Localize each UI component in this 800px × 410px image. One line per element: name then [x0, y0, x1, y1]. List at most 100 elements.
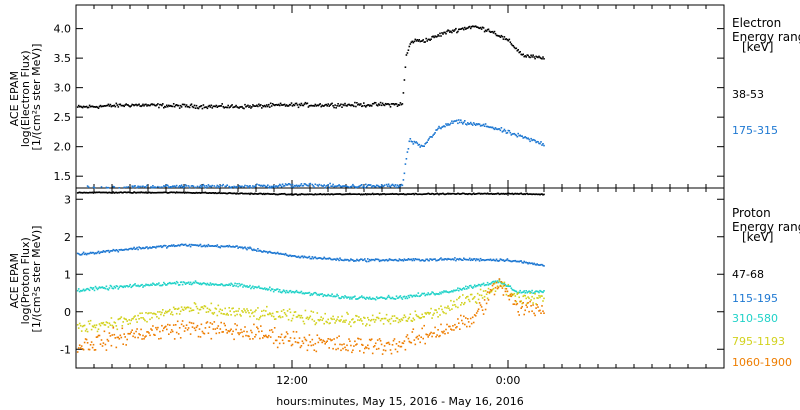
data-point	[277, 103, 280, 106]
data-point	[356, 102, 358, 104]
data-point	[159, 191, 161, 194]
data-point	[297, 106, 300, 109]
data-point	[101, 191, 104, 194]
data-point	[506, 290, 509, 293]
data-point	[359, 185, 361, 187]
data-point	[140, 191, 142, 193]
data-point	[499, 285, 502, 287]
data-point	[240, 185, 242, 188]
data-point	[136, 186, 138, 189]
data-point	[343, 193, 345, 196]
data-point	[536, 297, 538, 299]
data-point	[248, 192, 250, 195]
data-point	[201, 283, 204, 285]
data-point	[237, 310, 239, 312]
data-point	[78, 344, 81, 346]
data-point	[502, 283, 505, 285]
data-point	[274, 104, 277, 106]
data-point	[503, 260, 506, 262]
data-point	[165, 106, 167, 108]
data-point	[96, 191, 99, 194]
data-point	[240, 192, 242, 194]
data-point	[258, 250, 260, 252]
data-point	[407, 148, 410, 150]
data-point	[454, 323, 456, 326]
data-point	[257, 286, 259, 289]
data-point	[150, 247, 152, 249]
data-point	[265, 310, 267, 312]
data-point	[342, 103, 344, 106]
data-point	[483, 192, 486, 195]
data-point	[336, 185, 338, 187]
data-point	[488, 30, 491, 33]
data-point	[86, 287, 89, 290]
data-point	[451, 329, 453, 331]
data-point	[251, 331, 253, 334]
y-tick-label: 4.0	[54, 23, 72, 36]
data-point	[410, 140, 413, 143]
data-point	[373, 345, 376, 347]
data-point	[142, 286, 144, 288]
data-point	[387, 193, 390, 195]
data-point	[538, 294, 540, 297]
data-point	[401, 103, 404, 105]
data-point	[438, 35, 440, 37]
data-point	[333, 185, 335, 188]
data-point	[458, 119, 460, 121]
data-point	[480, 306, 483, 308]
data-point	[329, 193, 331, 196]
data-point	[530, 299, 532, 301]
data-point	[244, 103, 246, 106]
data-point	[455, 193, 457, 195]
data-point	[479, 285, 482, 287]
data-point	[376, 258, 379, 261]
data-point	[175, 104, 178, 106]
data-point	[433, 293, 435, 295]
data-point	[243, 186, 245, 188]
data-point	[467, 193, 470, 195]
data-point	[151, 329, 153, 331]
data-point	[486, 192, 489, 195]
data-point	[378, 338, 381, 340]
data-point	[212, 328, 215, 330]
data-point	[354, 340, 356, 343]
data-point	[363, 193, 365, 195]
data-point	[391, 192, 394, 195]
data-point	[451, 31, 453, 34]
data-point	[153, 192, 155, 194]
data-point	[417, 40, 420, 42]
data-point	[280, 310, 283, 312]
data-point	[406, 193, 409, 195]
data-point	[389, 193, 392, 195]
data-point	[515, 47, 518, 50]
data-point	[467, 286, 469, 288]
data-point	[475, 26, 478, 28]
data-point	[499, 258, 502, 260]
data-point	[261, 287, 263, 290]
data-point	[83, 341, 86, 344]
data-point	[477, 308, 480, 310]
data-point	[160, 284, 162, 287]
data-point	[285, 104, 288, 106]
data-point	[359, 193, 361, 195]
data-point	[308, 183, 311, 185]
data-point	[274, 318, 277, 320]
data-point	[505, 193, 508, 195]
data-point	[248, 335, 250, 338]
data-point	[128, 248, 130, 250]
data-point	[248, 185, 250, 188]
data-point	[514, 47, 517, 50]
data-point	[112, 248, 115, 251]
data-point	[501, 287, 504, 289]
data-point	[434, 326, 436, 329]
data-point	[456, 119, 458, 122]
data-point	[254, 286, 256, 288]
data-point	[95, 324, 98, 326]
data-point	[324, 343, 326, 345]
data-point	[419, 193, 421, 195]
data-point	[159, 186, 161, 188]
data-point	[412, 317, 415, 320]
data-point	[371, 259, 374, 261]
data-point	[268, 103, 270, 106]
